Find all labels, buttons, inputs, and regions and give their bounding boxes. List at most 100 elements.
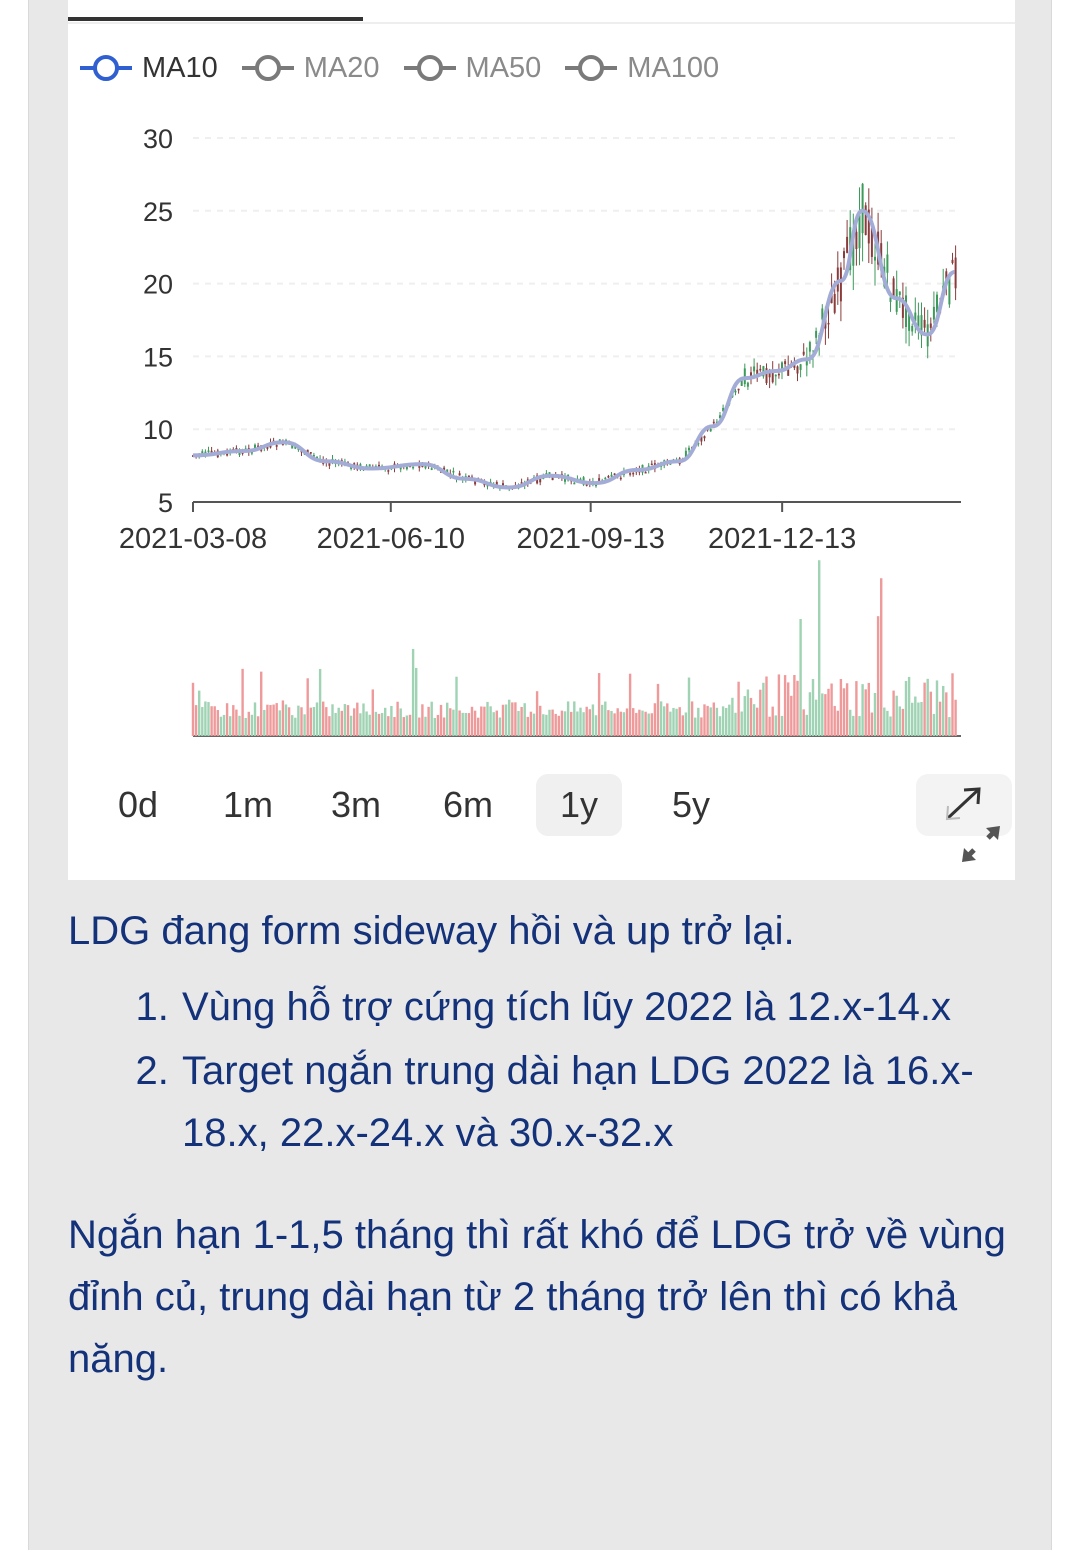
legend-item-ma100[interactable]: MA100 bbox=[565, 52, 719, 85]
candle-body bbox=[746, 382, 749, 387]
candle-body bbox=[430, 468, 433, 470]
candle-body bbox=[573, 482, 576, 485]
volume-bar bbox=[802, 709, 805, 736]
volume-bar bbox=[622, 712, 626, 736]
volume-bar bbox=[424, 716, 427, 736]
volume-bar bbox=[306, 678, 309, 736]
y-tick-label: 30 bbox=[143, 124, 173, 154]
range-0d-button[interactable]: 0d bbox=[117, 784, 159, 825]
volume-bar bbox=[864, 689, 867, 736]
volume-bar bbox=[790, 695, 793, 736]
volume-bar bbox=[687, 677, 691, 736]
candle-body bbox=[855, 231, 858, 250]
volume-bar bbox=[504, 704, 508, 736]
volume-bar bbox=[495, 710, 498, 736]
range-3m-button[interactable]: 3m bbox=[330, 784, 381, 825]
candle-body bbox=[889, 297, 892, 302]
volume-bar bbox=[588, 709, 591, 736]
volume-bar bbox=[396, 701, 399, 736]
volume-bar bbox=[886, 710, 889, 736]
legend-item-ma10[interactable]: MA10 bbox=[80, 52, 218, 85]
candle-body bbox=[905, 295, 907, 327]
volume-bar bbox=[452, 709, 455, 736]
volume-bar bbox=[405, 715, 409, 736]
candle-body bbox=[632, 472, 635, 475]
candle-body bbox=[210, 450, 213, 454]
candle-body bbox=[619, 477, 622, 480]
volume-bar bbox=[703, 704, 706, 736]
volume-bar bbox=[442, 717, 446, 736]
volume-bar bbox=[449, 708, 452, 736]
legend-item-ma50[interactable]: MA50 bbox=[403, 52, 541, 85]
volume-bar bbox=[818, 560, 821, 736]
volume-bar bbox=[570, 711, 573, 736]
candle-body bbox=[951, 259, 954, 264]
volume-bar bbox=[297, 705, 300, 736]
volume-bar bbox=[709, 707, 712, 736]
post-point-2: Target ngắn trung dài hạn LDG 2022 là 16… bbox=[180, 1040, 1018, 1164]
volume-bar bbox=[238, 715, 241, 736]
volume-bar bbox=[808, 692, 812, 736]
volume-bar bbox=[914, 696, 917, 736]
candle-body bbox=[846, 236, 849, 253]
volume-bar bbox=[799, 618, 802, 736]
candle-body bbox=[474, 481, 477, 485]
collapse-arrows-icon[interactable] bbox=[960, 822, 1004, 866]
candle-body bbox=[911, 325, 914, 332]
legend-label: MA10 bbox=[142, 51, 218, 84]
left-margin bbox=[0, 0, 29, 1550]
volume-bar bbox=[241, 668, 244, 736]
volume-bar bbox=[923, 682, 926, 736]
candle-body bbox=[734, 390, 737, 393]
candle-body bbox=[520, 482, 523, 484]
volume-bar bbox=[889, 716, 892, 736]
candle-body bbox=[607, 476, 610, 478]
volume-bar bbox=[582, 712, 585, 736]
volume-bar bbox=[430, 701, 433, 736]
volume-bar bbox=[752, 704, 756, 736]
legend-item-ma20[interactable]: MA20 bbox=[241, 52, 380, 85]
volume-bar bbox=[650, 713, 653, 736]
volume-bar bbox=[867, 682, 870, 736]
volume-bar bbox=[337, 707, 340, 736]
candle-body bbox=[207, 450, 210, 452]
volume-bar bbox=[718, 716, 722, 736]
volume-bar bbox=[771, 706, 774, 736]
volume-bar bbox=[384, 707, 387, 736]
volume-bar bbox=[929, 691, 932, 736]
volume-bar bbox=[281, 700, 285, 736]
range-1y-button[interactable]: 1y bbox=[536, 774, 622, 836]
candle-body bbox=[328, 462, 331, 466]
ma10-line bbox=[192, 208, 956, 490]
price-chart[interactable]: 30 25 20 15 10 5 2021-03-08 2021-06-10 2021-09-1… bbox=[68, 0, 1015, 560]
volume-bar bbox=[690, 701, 694, 736]
candle-body bbox=[650, 463, 653, 466]
volume-bar bbox=[663, 706, 666, 736]
x-tick-label: 2021-06-10 bbox=[317, 523, 465, 555]
volume-bar bbox=[892, 690, 895, 736]
range-5y-button[interactable]: 5y bbox=[671, 784, 711, 825]
volume-bar bbox=[201, 707, 204, 736]
range-1m-button[interactable]: 1m bbox=[222, 784, 273, 825]
volume-bar bbox=[526, 716, 529, 736]
volume-bar bbox=[560, 710, 564, 736]
volume-bar bbox=[731, 697, 734, 736]
volume-bar bbox=[616, 708, 619, 736]
candle-body bbox=[799, 364, 802, 370]
volume-bar bbox=[433, 717, 436, 736]
fullscreen-button[interactable] bbox=[916, 774, 1012, 836]
ma-legend: MA10 MA20 MA50 MA100 bbox=[80, 48, 743, 88]
volume-bar bbox=[461, 712, 464, 736]
volume-bar bbox=[938, 701, 942, 736]
volume-bar bbox=[222, 714, 226, 736]
volume-bar bbox=[594, 715, 598, 736]
volume-bar bbox=[219, 716, 223, 736]
volume-bar bbox=[576, 711, 579, 736]
range-6m-button[interactable]: 6m bbox=[442, 784, 493, 825]
volume-bar bbox=[349, 715, 353, 736]
volume-bar bbox=[774, 715, 777, 736]
volume-bar bbox=[303, 714, 306, 736]
candle-body bbox=[291, 443, 294, 449]
candle-body bbox=[880, 243, 883, 265]
volume-bar bbox=[387, 716, 390, 736]
